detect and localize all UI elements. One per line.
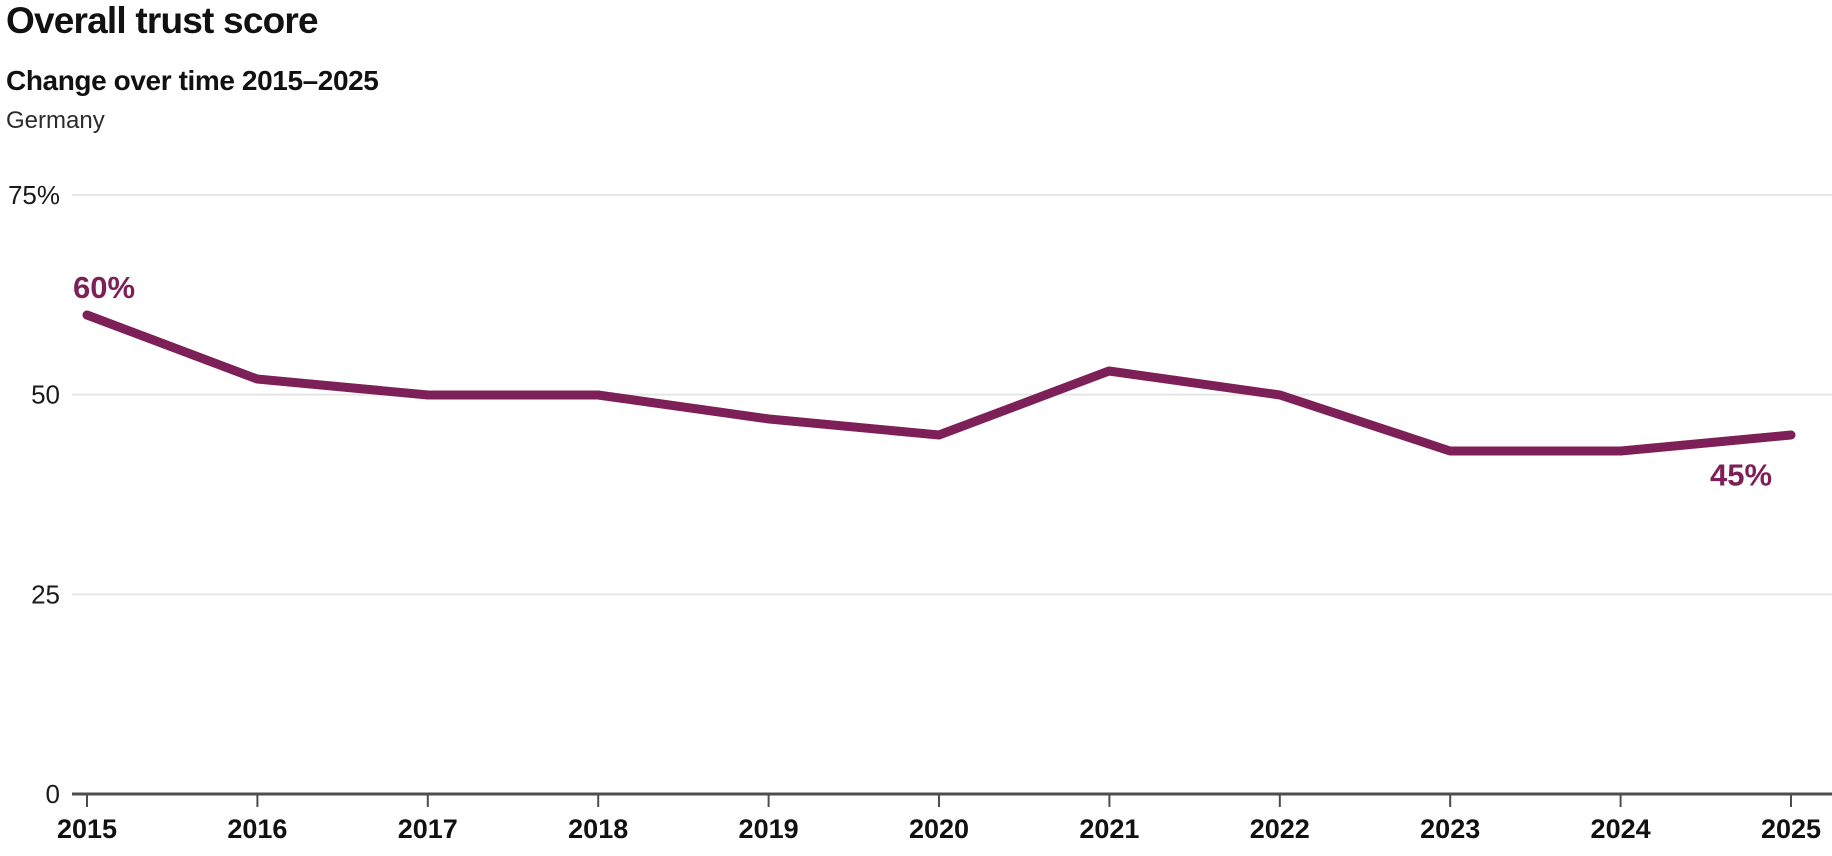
x-tick-label: 2015	[57, 814, 117, 844]
x-tick-label: 2020	[909, 814, 969, 844]
x-tick-label: 2021	[1079, 814, 1139, 844]
x-tick-label: 2023	[1420, 814, 1480, 844]
x-tick-label: 2017	[398, 814, 458, 844]
trend-line	[82, 310, 1796, 456]
x-tick-label: 2022	[1250, 814, 1310, 844]
x-tick-label: 2018	[568, 814, 628, 844]
x-tick-label: 2024	[1591, 814, 1651, 844]
x-tick-label: 2025	[1761, 814, 1821, 844]
last-point-label: 45%	[1710, 458, 1772, 493]
y-tick-label: 75%	[8, 180, 60, 210]
y-tick-label: 25	[31, 579, 60, 609]
chart-subtitle: Change over time 2015–2025	[6, 65, 379, 96]
first-point-label: 60%	[73, 270, 135, 305]
x-tick-label: 2016	[227, 814, 287, 844]
chart-region-label: Germany	[6, 107, 105, 134]
y-tick-label: 0	[46, 779, 60, 809]
y-tick-label: 50	[31, 380, 60, 410]
chart-title: Overall trust score	[6, 0, 319, 41]
x-tick-label: 2019	[739, 814, 799, 844]
